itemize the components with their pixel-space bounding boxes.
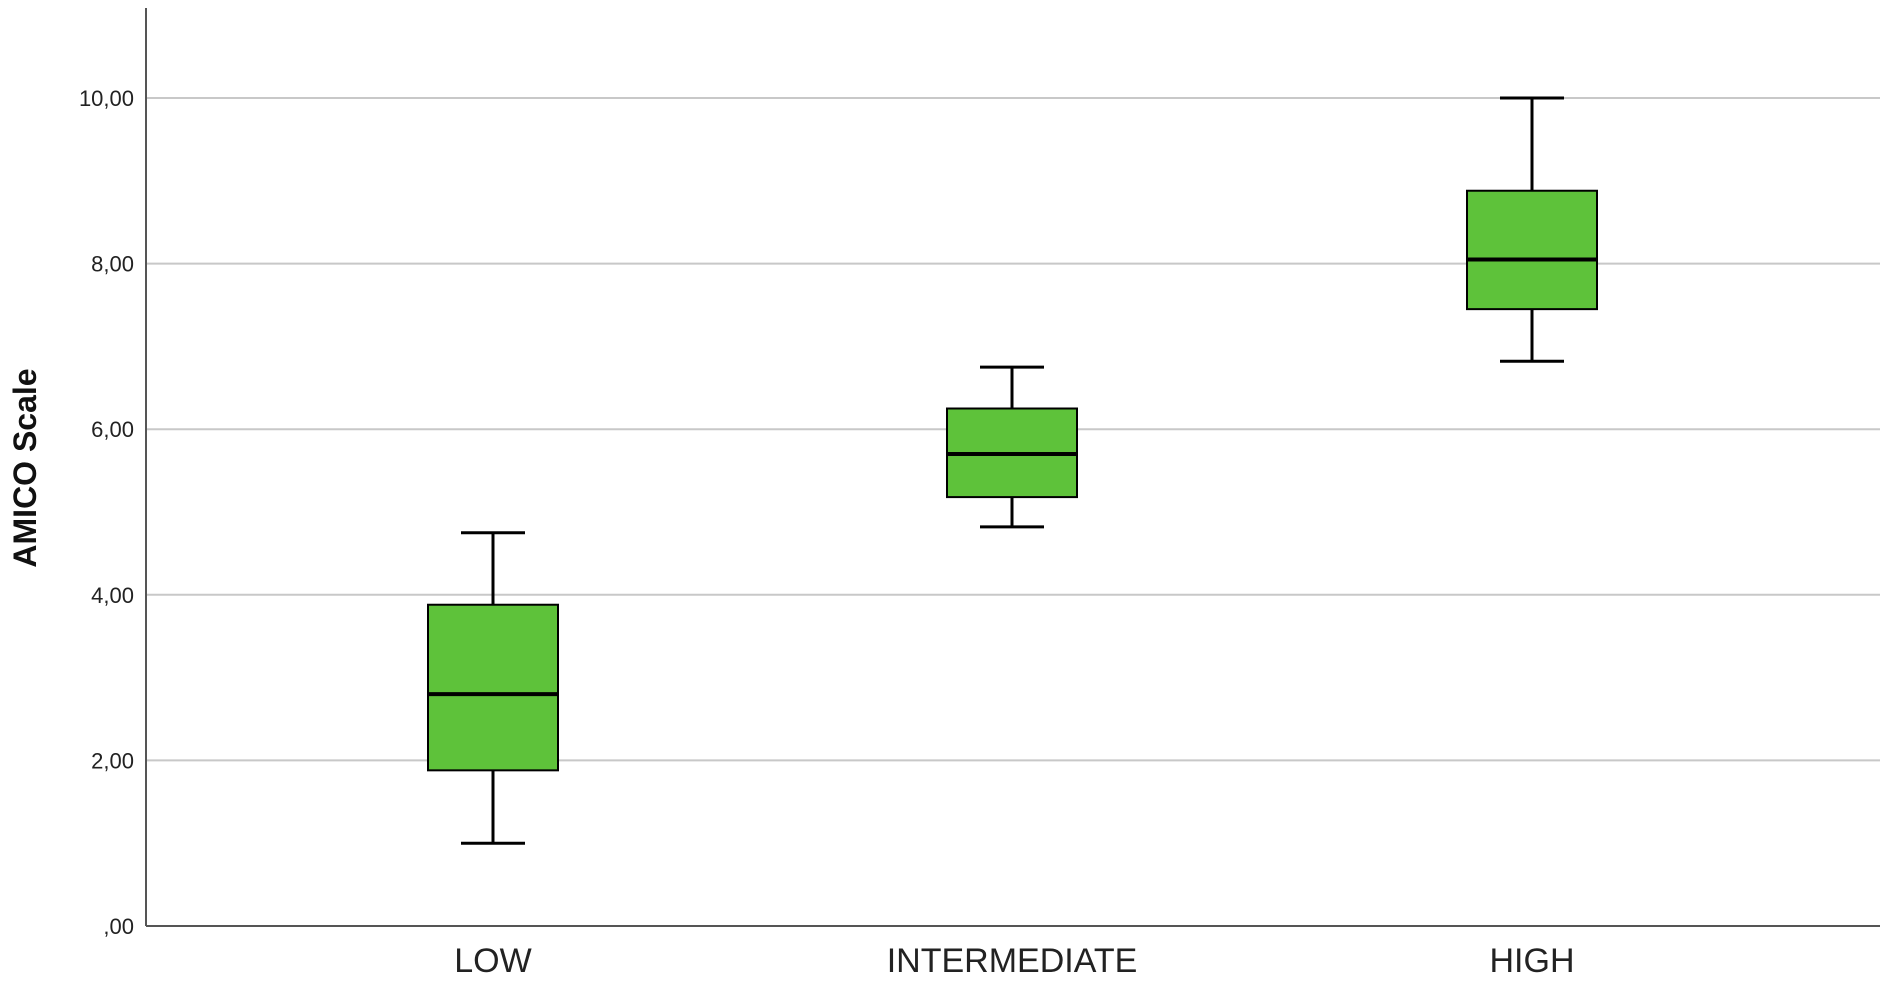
y-tick-label: 6,00 [91, 417, 134, 442]
y-tick-label: ,00 [103, 914, 134, 939]
y-tick-labels: ,00 2,00 4,00 6,00 8,00 10,00 [79, 86, 134, 939]
x-tick-label: LOW [454, 942, 531, 980]
boxes [427, 96, 1598, 845]
box-high [1466, 96, 1598, 363]
y-axis-label: AMICO Scale [7, 368, 43, 567]
axes [145, 8, 1880, 927]
y-tick-label: 4,00 [91, 583, 134, 608]
iqr-box [427, 603, 559, 772]
x-tick-label: HIGH [1490, 942, 1575, 980]
y-tick-label: 2,00 [91, 748, 134, 773]
y-tick-label: 10,00 [79, 86, 134, 111]
x-tick-labels: LOW INTERMEDIATE HIGH [454, 942, 1574, 980]
box-low [427, 531, 559, 845]
box-intermediate [946, 365, 1078, 529]
iqr-box [1466, 189, 1598, 311]
x-tick-label: INTERMEDIATE [887, 942, 1138, 980]
y-tick-label: 8,00 [91, 252, 134, 277]
